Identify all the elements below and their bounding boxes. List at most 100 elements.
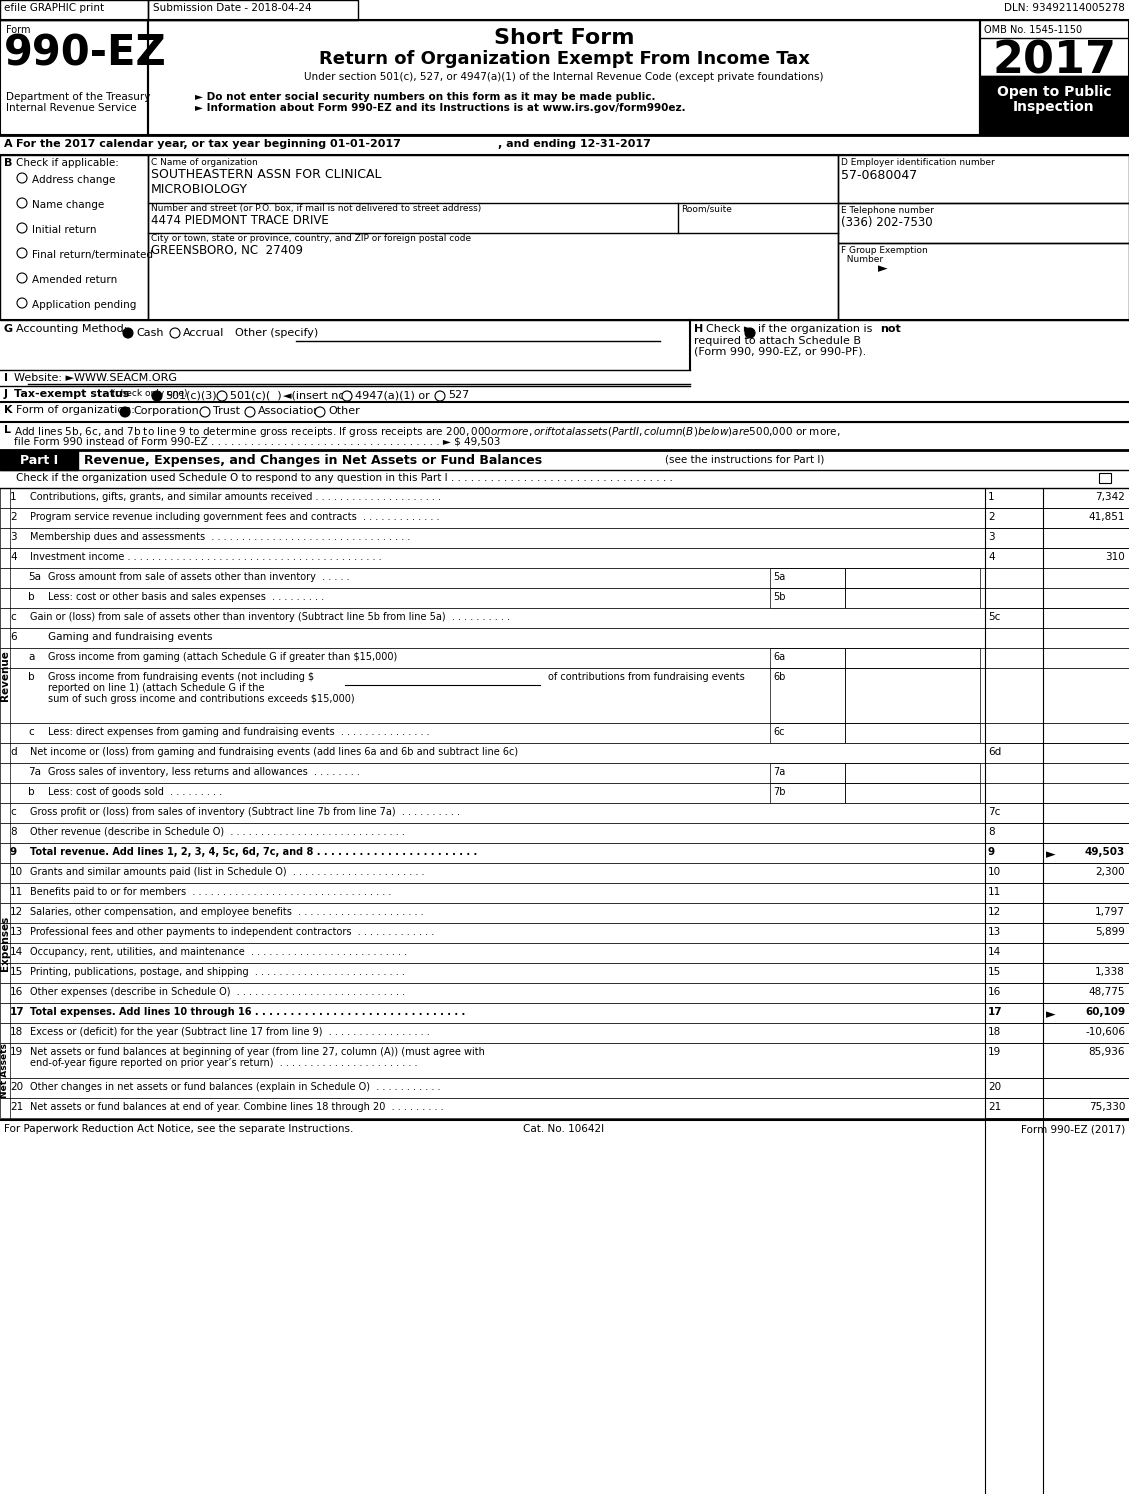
Text: (Form 990, 990-EZ, or 990-PF).: (Form 990, 990-EZ, or 990-PF). bbox=[694, 347, 866, 357]
Circle shape bbox=[435, 391, 445, 400]
Text: Other expenses (describe in Schedule O)  . . . . . . . . . . . . . . . . . . . .: Other expenses (describe in Schedule O) … bbox=[30, 988, 405, 996]
Bar bbox=[0, 527, 1129, 548]
Text: required to attach Schedule B: required to attach Schedule B bbox=[694, 336, 861, 347]
Bar bbox=[770, 589, 844, 608]
Circle shape bbox=[17, 173, 27, 182]
Text: b: b bbox=[28, 592, 35, 602]
Bar bbox=[148, 0, 358, 19]
Text: Contributions, gifts, grants, and similar amounts received . . . . . . . . . . .: Contributions, gifts, grants, and simila… bbox=[30, 492, 441, 502]
Bar bbox=[770, 783, 844, 802]
Text: Other (specify): Other (specify) bbox=[235, 329, 318, 338]
Text: 18: 18 bbox=[988, 1026, 1001, 1037]
Text: 7c: 7c bbox=[988, 807, 1000, 817]
Text: 1: 1 bbox=[988, 492, 995, 502]
Bar bbox=[984, 548, 1043, 568]
Text: Tax-exempt status: Tax-exempt status bbox=[14, 388, 130, 399]
Bar bbox=[770, 783, 980, 802]
Text: Number: Number bbox=[841, 255, 883, 264]
Bar bbox=[0, 0, 148, 19]
Text: d: d bbox=[10, 747, 17, 757]
Text: 8: 8 bbox=[988, 828, 995, 837]
Text: Application pending: Application pending bbox=[32, 300, 137, 309]
Text: Other: Other bbox=[329, 406, 360, 415]
Text: 9: 9 bbox=[988, 847, 995, 858]
Text: end-of-year figure reported on prior year’s return)  . . . . . . . . . . . . . .: end-of-year figure reported on prior yea… bbox=[30, 1058, 418, 1068]
Text: 15: 15 bbox=[10, 967, 24, 977]
Text: 16: 16 bbox=[10, 988, 24, 996]
Text: Corporation: Corporation bbox=[133, 406, 199, 415]
Text: 7a: 7a bbox=[28, 766, 41, 777]
Bar bbox=[1043, 923, 1129, 943]
Text: 12: 12 bbox=[988, 907, 1001, 917]
Text: C Name of organization: C Name of organization bbox=[151, 158, 257, 167]
Text: (check only one): (check only one) bbox=[112, 388, 187, 397]
Text: c: c bbox=[10, 807, 16, 817]
Text: 501(c)(3): 501(c)(3) bbox=[165, 390, 217, 400]
Text: 6c: 6c bbox=[773, 728, 785, 737]
Bar bbox=[0, 964, 1129, 983]
Bar bbox=[770, 668, 844, 723]
Circle shape bbox=[200, 406, 210, 417]
Text: 7b: 7b bbox=[773, 787, 786, 796]
Bar bbox=[984, 864, 1043, 883]
Text: Expenses: Expenses bbox=[0, 916, 10, 971]
Text: 14: 14 bbox=[10, 947, 24, 958]
Circle shape bbox=[315, 406, 325, 417]
Text: Accrual: Accrual bbox=[183, 329, 225, 338]
Text: Check if the organization used Schedule O to respond to any question in this Par: Check if the organization used Schedule … bbox=[16, 474, 673, 483]
Text: 9: 9 bbox=[10, 847, 17, 858]
Bar bbox=[984, 902, 1043, 923]
Text: K: K bbox=[5, 405, 12, 415]
Text: Professional fees and other payments to independent contractors  . . . . . . . .: Professional fees and other payments to … bbox=[30, 926, 435, 937]
Text: Short Form: Short Form bbox=[493, 28, 634, 48]
Bar bbox=[1043, 527, 1129, 548]
Bar bbox=[838, 155, 1129, 203]
Text: Revenue, Expenses, and Changes in Net Assets or Fund Balances: Revenue, Expenses, and Changes in Net As… bbox=[84, 454, 542, 468]
Text: 1,338: 1,338 bbox=[1095, 967, 1124, 977]
Bar bbox=[148, 155, 838, 320]
Text: Return of Organization Exempt From Income Tax: Return of Organization Exempt From Incom… bbox=[318, 49, 809, 69]
Text: Accounting Method:: Accounting Method: bbox=[16, 324, 128, 335]
Bar bbox=[770, 763, 980, 783]
Text: Total revenue. Add lines 1, 2, 3, 4, 5c, 6d, 7c, and 8 . . . . . . . . . . . . .: Total revenue. Add lines 1, 2, 3, 4, 5c,… bbox=[30, 847, 478, 858]
Text: SOUTHEASTERN ASSN FOR CLINICAL
MICROBIOLOGY: SOUTHEASTERN ASSN FOR CLINICAL MICROBIOL… bbox=[151, 167, 382, 196]
Circle shape bbox=[342, 391, 352, 400]
Bar bbox=[148, 19, 980, 134]
Bar bbox=[838, 244, 1129, 320]
Bar bbox=[1043, 983, 1129, 1002]
Text: Excess or (deficit) for the year (Subtract line 17 from line 9)  . . . . . . . .: Excess or (deficit) for the year (Subtra… bbox=[30, 1026, 430, 1037]
Text: F Group Exemption: F Group Exemption bbox=[841, 247, 928, 255]
Bar bbox=[770, 648, 844, 668]
Bar bbox=[1043, 902, 1129, 923]
Text: Other changes in net assets or fund balances (explain in Schedule O)  . . . . . : Other changes in net assets or fund bala… bbox=[30, 1082, 440, 1092]
Bar bbox=[0, 983, 1129, 1002]
Bar bbox=[1043, 864, 1129, 883]
Text: OMB No. 1545-1150: OMB No. 1545-1150 bbox=[984, 25, 1082, 34]
Text: Final return/terminated: Final return/terminated bbox=[32, 249, 154, 260]
Bar bbox=[0, 1079, 1129, 1098]
Text: G: G bbox=[5, 324, 14, 335]
Circle shape bbox=[17, 223, 27, 233]
Bar bbox=[1099, 474, 1111, 483]
Bar bbox=[984, 883, 1043, 902]
Bar bbox=[0, 923, 1129, 943]
Bar bbox=[0, 723, 1129, 743]
Text: file Form 990 instead of Form 990-EZ . . . . . . . . . . . . . . . . . . . . . .: file Form 990 instead of Form 990-EZ . .… bbox=[14, 436, 500, 447]
Text: 4: 4 bbox=[988, 551, 995, 562]
Bar bbox=[1043, 964, 1129, 983]
Text: Other revenue (describe in Schedule O)  . . . . . . . . . . . . . . . . . . . . : Other revenue (describe in Schedule O) .… bbox=[30, 828, 405, 837]
Text: E Telephone number: E Telephone number bbox=[841, 206, 934, 215]
Bar bbox=[844, 648, 980, 668]
Text: not: not bbox=[879, 324, 901, 335]
Bar bbox=[1043, 1043, 1129, 1079]
Text: 16: 16 bbox=[988, 988, 1001, 996]
Text: Investment income . . . . . . . . . . . . . . . . . . . . . . . . . . . . . . . : Investment income . . . . . . . . . . . … bbox=[30, 551, 382, 562]
Text: 60,109: 60,109 bbox=[1085, 1007, 1124, 1017]
Bar bbox=[984, 1098, 1043, 1118]
Text: Cat. No. 10642I: Cat. No. 10642I bbox=[524, 1123, 604, 1134]
Bar bbox=[984, 1023, 1043, 1043]
Bar bbox=[0, 568, 1129, 589]
Text: Inspection: Inspection bbox=[1013, 100, 1095, 114]
Text: Gross amount from sale of assets other than inventory  . . . . .: Gross amount from sale of assets other t… bbox=[49, 572, 350, 583]
Text: 49,503: 49,503 bbox=[1085, 847, 1124, 858]
